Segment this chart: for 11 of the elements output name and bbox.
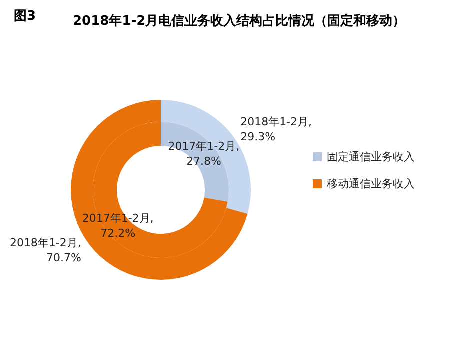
text: 2018年1-2月, [240, 115, 312, 128]
data-label: 27.8% [186, 155, 222, 168]
slice-label: 2017年1-2月, [168, 140, 240, 154]
data-label: 70.7% [46, 252, 82, 265]
slice-label: 2018年1-2月, [10, 236, 82, 250]
caption: 图3 [14, 9, 36, 24]
legend-label: 移动通信业务收入 [327, 178, 415, 190]
data-label: 72.2% [100, 226, 136, 240]
chart-title: 2018年1-2月电信业务收入结构占比情况（固定和移动） [73, 13, 406, 29]
legend-label: 固定通信业务收入 [327, 150, 415, 164]
data-label: 29.3% [240, 130, 276, 144]
